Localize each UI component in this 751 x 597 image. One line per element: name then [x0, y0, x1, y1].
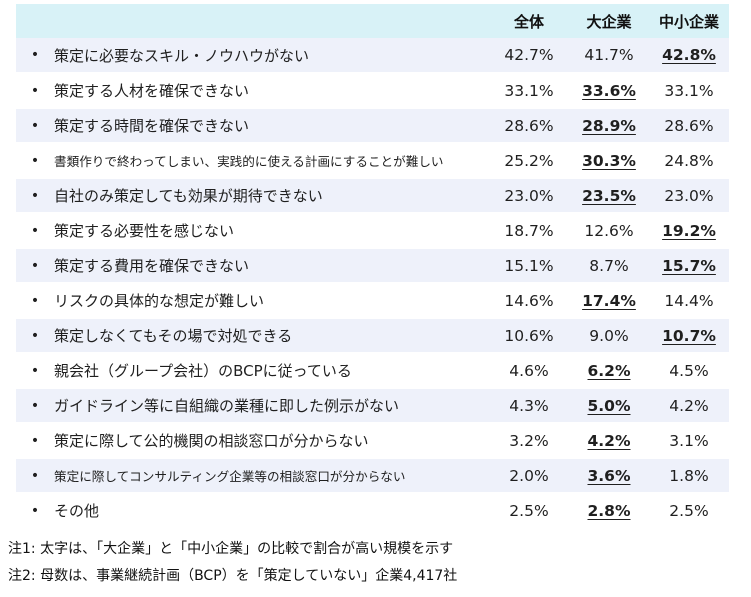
value-sme: 33.1% [649, 73, 729, 109]
row-label: 策定に際して公的機関の相談窓口が分からない [54, 423, 489, 459]
bullet-icon: • [16, 353, 54, 389]
table-row: • 自社のみ策定しても効果が期待できない 23.0% 23.5% 23.0% [16, 178, 729, 214]
bullet-icon: • [16, 178, 54, 214]
bullet-icon: • [16, 283, 54, 319]
value-sme: 24.8% [649, 143, 729, 179]
value-all: 3.2% [489, 423, 569, 459]
value-large: 17.4% [569, 283, 649, 319]
header-row: 全体 大企業 中小企業 [16, 4, 729, 38]
bullet-icon: • [16, 423, 54, 459]
header-large: 大企業 [569, 4, 649, 38]
table-row: • 書類作りで終わってしまい、実践的に使える計画にすることが難しい 25.2% 30.… [16, 143, 729, 179]
table-row: • ガイドライン等に自組織の業種に即した例示がない 4.3% 5.0% 4.2% [16, 388, 729, 424]
value-large: 9.0% [569, 318, 649, 354]
header-blank [16, 4, 54, 38]
bullet-icon: • [16, 143, 54, 179]
value-sme: 14.4% [649, 283, 729, 319]
header-sme: 中小企業 [649, 4, 729, 38]
row-label: その他 [54, 493, 489, 529]
bullet-icon: • [16, 248, 54, 284]
bullet-icon: • [16, 73, 54, 109]
bullet-icon: • [16, 388, 54, 424]
value-sme: 19.2% [649, 213, 729, 249]
table-row: • 策定に際して公的機関の相談窓口が分からない 3.2% 4.2% 3.1% [16, 423, 729, 459]
row-label: 策定する時間を確保できない [54, 108, 489, 144]
value-all: 2.5% [489, 493, 569, 529]
value-sme: 42.8% [649, 38, 729, 74]
value-sme: 4.5% [649, 353, 729, 389]
value-sme: 4.2% [649, 388, 729, 424]
header-blank-label [54, 4, 489, 38]
bullet-icon: • [16, 493, 54, 529]
value-large: 33.6% [569, 73, 649, 109]
value-large: 41.7% [569, 38, 649, 74]
value-all: 4.6% [489, 353, 569, 389]
value-all: 25.2% [489, 143, 569, 179]
bullet-icon: • [16, 318, 54, 354]
value-sme: 2.5% [649, 493, 729, 529]
value-sme: 28.6% [649, 108, 729, 144]
value-sme: 15.7% [649, 248, 729, 284]
value-all: 33.1% [489, 73, 569, 109]
value-all: 15.1% [489, 248, 569, 284]
value-all: 2.0% [489, 458, 569, 494]
value-sme: 3.1% [649, 423, 729, 459]
results-table: 全体 大企業 中小企業 • 策定に必要なスキル・ノウハウがない 42.7% 41.7%… [16, 4, 729, 529]
table-row: • 策定しなくてもその場で対処できる 10.6% 9.0% 10.7% [16, 318, 729, 354]
row-label: リスクの具体的な想定が難しい [54, 283, 489, 319]
row-label: 策定に際してコンサルティング企業等の相談窓口が分からない [54, 458, 489, 494]
table-row: • 策定する必要性を感じない 18.7% 12.6% 19.2% [16, 213, 729, 249]
header-all: 全体 [489, 4, 569, 38]
value-large: 5.0% [569, 388, 649, 424]
row-label: 策定する必要性を感じない [54, 213, 489, 249]
bullet-icon: • [16, 38, 54, 74]
table-row: • 策定する人材を確保できない 33.1% 33.6% 33.1% [16, 73, 729, 109]
row-label: 親会社（グループ会社）のBCPに従っている [54, 353, 489, 389]
row-label: 策定しなくてもその場で対処できる [54, 318, 489, 354]
value-all: 14.6% [489, 283, 569, 319]
row-label: ガイドライン等に自組織の業種に即した例示がない [54, 388, 489, 424]
bullet-icon: • [16, 213, 54, 249]
row-label: 書類作りで終わってしまい、実践的に使える計画にすることが難しい [54, 143, 489, 179]
value-all: 23.0% [489, 178, 569, 214]
value-sme: 10.7% [649, 318, 729, 354]
note-1: 注1: 太字は、「大企業」と「中小企業」の比較で割合が高い規模を示す [8, 541, 454, 557]
value-all: 4.3% [489, 388, 569, 424]
row-label: 策定に必要なスキル・ノウハウがない [54, 38, 489, 74]
table-row: • その他 2.5% 2.8% 2.5% [16, 493, 729, 529]
table-row: • リスクの具体的な想定が難しい 14.6% 17.4% 14.4% [16, 283, 729, 319]
row-label: 自社のみ策定しても効果が期待できない [54, 178, 489, 214]
value-large: 23.5% [569, 178, 649, 214]
value-large: 2.8% [569, 493, 649, 529]
table-body: • 策定に必要なスキル・ノウハウがない 42.7% 41.7% 42.8% • 策定する人材… [16, 38, 729, 529]
value-large: 3.6% [569, 458, 649, 494]
note-2: 注2: 母数は、事業継続計画（BCP）を「策定していない」企業4,417社 [8, 568, 458, 584]
value-sme: 1.8% [649, 458, 729, 494]
value-large: 8.7% [569, 248, 649, 284]
bullet-icon: • [16, 108, 54, 144]
value-large: 30.3% [569, 143, 649, 179]
value-all: 42.7% [489, 38, 569, 74]
value-large: 6.2% [569, 353, 649, 389]
value-large: 12.6% [569, 213, 649, 249]
table-row: • 策定する費用を確保できない 15.1% 8.7% 15.7% [16, 248, 729, 284]
value-large: 28.9% [569, 108, 649, 144]
value-all: 18.7% [489, 213, 569, 249]
row-label: 策定する人材を確保できない [54, 73, 489, 109]
table-row: • 親会社（グループ会社）のBCPに従っている 4.6% 6.2% 4.5% [16, 353, 729, 389]
value-all: 10.6% [489, 318, 569, 354]
table-row: • 策定に際してコンサルティング企業等の相談窓口が分からない 2.0% 3.6% 1.8… [16, 458, 729, 494]
table-row: • 策定する時間を確保できない 28.6% 28.9% 28.6% [16, 108, 729, 144]
table-row: • 策定に必要なスキル・ノウハウがない 42.7% 41.7% 42.8% [16, 38, 729, 74]
notes: 注1: 太字は、「大企業」と「中小企業」の比較で割合が高い規模を示す 注2: 母… [8, 536, 457, 590]
value-sme: 23.0% [649, 178, 729, 214]
value-large: 4.2% [569, 423, 649, 459]
row-label: 策定する費用を確保できない [54, 248, 489, 284]
bullet-icon: • [16, 458, 54, 494]
value-all: 28.6% [489, 108, 569, 144]
